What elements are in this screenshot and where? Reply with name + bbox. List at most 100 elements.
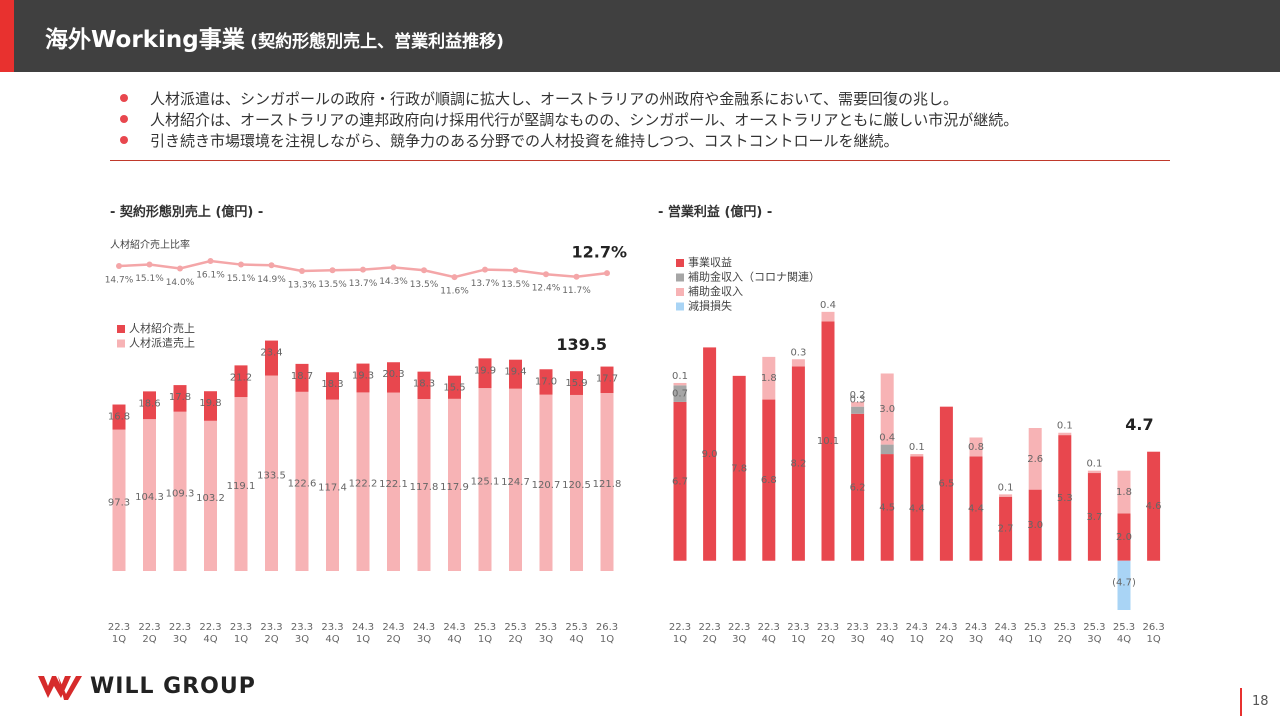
bar-segment bbox=[1058, 435, 1072, 561]
legend-label: 人材紹介売上 bbox=[129, 321, 195, 335]
chart-title: - 契約形態別売上 (億円) - bbox=[110, 205, 264, 220]
ratio-point bbox=[573, 273, 580, 280]
x-tick-label: 24.3 2Q bbox=[382, 622, 405, 645]
bar-segment bbox=[265, 340, 278, 376]
bullet-dot bbox=[120, 115, 128, 123]
x-tick-label: 22.3 3Q bbox=[728, 622, 751, 645]
data-label: 6.2 bbox=[850, 482, 866, 493]
bar-segment bbox=[1058, 432, 1072, 436]
data-label: 97.3 bbox=[108, 497, 130, 508]
plot bbox=[673, 311, 1161, 610]
x-tick-label: 22.3 2Q bbox=[698, 622, 721, 645]
data-label: 125.1 bbox=[471, 477, 500, 488]
data-label: 21.2 bbox=[230, 372, 252, 383]
bar-segment bbox=[326, 399, 339, 575]
x-tick-label: 26.3 1Q bbox=[1142, 622, 1165, 645]
labels: 97.3 16.8 104.3 18.6 109.3 17.8 103.2 19.8 119.1… bbox=[108, 348, 621, 509]
bullet-list: 人材派遣は、シンガポールの政府・行政が順調に拡大し、オーストラリアの州政府や金融… bbox=[120, 88, 1018, 151]
bar-segment bbox=[387, 392, 400, 575]
bar-segment bbox=[791, 366, 805, 561]
bullet: 人材紹介は、オーストラリアの連邦政府向け採用代行が堅調なものの、シンガポール、オ… bbox=[120, 109, 1018, 130]
data-label: 0.1 bbox=[909, 442, 925, 453]
data-label: 2.6 bbox=[1027, 454, 1043, 465]
x-tick-label: 25.3 4Q bbox=[565, 622, 588, 645]
bar-segment bbox=[1147, 451, 1161, 561]
data-label: 0.8 bbox=[968, 442, 984, 453]
ratio-label: 12.4% bbox=[532, 284, 561, 294]
bar-segment bbox=[999, 496, 1013, 561]
bar-segment bbox=[969, 456, 983, 561]
data-label: (4.7) bbox=[1112, 578, 1136, 589]
data-label: 6.7 bbox=[672, 476, 688, 487]
x-tick-label: 24.3 3Q bbox=[412, 622, 436, 645]
legend-swatch bbox=[117, 339, 125, 348]
data-label: 121.8 bbox=[593, 479, 622, 490]
data-label: 19.9 bbox=[474, 365, 496, 376]
bar-segment bbox=[880, 454, 894, 561]
header-bar bbox=[0, 0, 1280, 72]
ratio-point bbox=[360, 266, 366, 273]
x-tick-label: 23.3 2Q bbox=[816, 622, 840, 645]
ratio-label: 11.7% bbox=[562, 286, 591, 296]
x-tick-label: 24.3 1Q bbox=[905, 622, 928, 645]
data-label: 17.8 bbox=[169, 392, 191, 403]
bar-segment bbox=[295, 363, 309, 392]
x-tick-label: 25.3 3Q bbox=[1083, 622, 1106, 645]
data-label: 120.7 bbox=[532, 480, 561, 491]
bullet: 引き続き市場環境を注視しながら、競争力のある分野での人材投資を維持しつつ、コスト… bbox=[120, 130, 1018, 151]
bar-segment bbox=[1117, 560, 1131, 610]
data-label: 1.8 bbox=[1116, 487, 1132, 498]
x-tick-label: 22.3 4Q bbox=[757, 622, 780, 645]
bar-segment bbox=[448, 375, 461, 399]
legend-swatch bbox=[676, 288, 684, 296]
data-label: 23.4 bbox=[260, 348, 282, 359]
legend-label: 人材派遣売上 bbox=[129, 336, 195, 350]
bar-segment bbox=[387, 362, 400, 393]
data-label: 1.8 bbox=[761, 373, 777, 384]
ratio-point bbox=[482, 266, 488, 273]
bullet-dot bbox=[120, 94, 128, 102]
bar-segment bbox=[969, 437, 983, 457]
bar-segment bbox=[999, 494, 1013, 497]
data-label: 6.5 bbox=[938, 479, 954, 490]
legend-swatch bbox=[676, 273, 684, 282]
data-label: 0.1 bbox=[672, 371, 688, 382]
data-label: 18.6 bbox=[138, 398, 160, 409]
bullet-text: 人材紹介は、オーストラリアの連邦政府向け採用代行が堅調なものの、シンガポール、オ… bbox=[150, 111, 1019, 129]
bar-segment bbox=[204, 391, 217, 421]
bar-segment bbox=[1117, 513, 1131, 561]
ratio-label-latest: 12.7% bbox=[571, 243, 627, 262]
legend-label: 事業収益 bbox=[688, 255, 732, 269]
total-label: 139.5 bbox=[556, 335, 607, 354]
logo-text: WILL GROUP bbox=[90, 674, 256, 699]
ratio-point bbox=[238, 261, 244, 268]
bar-segment bbox=[509, 359, 522, 389]
data-label: 18.3 bbox=[413, 379, 435, 390]
bar-segment bbox=[509, 388, 522, 575]
bar-segment bbox=[204, 420, 217, 575]
bar-segment bbox=[234, 365, 248, 398]
data-label: 133.5 bbox=[257, 470, 286, 481]
bar-segment bbox=[448, 398, 461, 575]
ratio-label: 13.5% bbox=[318, 280, 347, 290]
data-label: 20.3 bbox=[382, 369, 404, 380]
bar-segment bbox=[939, 406, 953, 561]
data-label: 8.2 bbox=[790, 459, 806, 470]
bar-segment bbox=[173, 385, 187, 412]
data-label: 120.5 bbox=[562, 480, 591, 491]
ratio-label: 13.3% bbox=[288, 281, 317, 291]
bar-segment bbox=[732, 375, 746, 561]
data-label: 0.7 bbox=[672, 389, 688, 400]
bar-segment bbox=[112, 404, 126, 430]
bar-segment bbox=[478, 388, 492, 575]
x-tick-label: 25.3 2Q bbox=[504, 622, 527, 645]
data-label: 4.4 bbox=[909, 504, 925, 515]
ratio-label: 15.1% bbox=[227, 274, 256, 284]
x-tick-label: 24.3 4Q bbox=[443, 622, 466, 645]
header-subtitle: (契約形態別売上、営業利益推移) bbox=[250, 32, 504, 52]
header-accent bbox=[0, 0, 14, 72]
data-label: 2.0 bbox=[1116, 532, 1132, 543]
data-label: 0.3 bbox=[790, 347, 806, 358]
legend-label: 減損損失 bbox=[688, 299, 732, 313]
